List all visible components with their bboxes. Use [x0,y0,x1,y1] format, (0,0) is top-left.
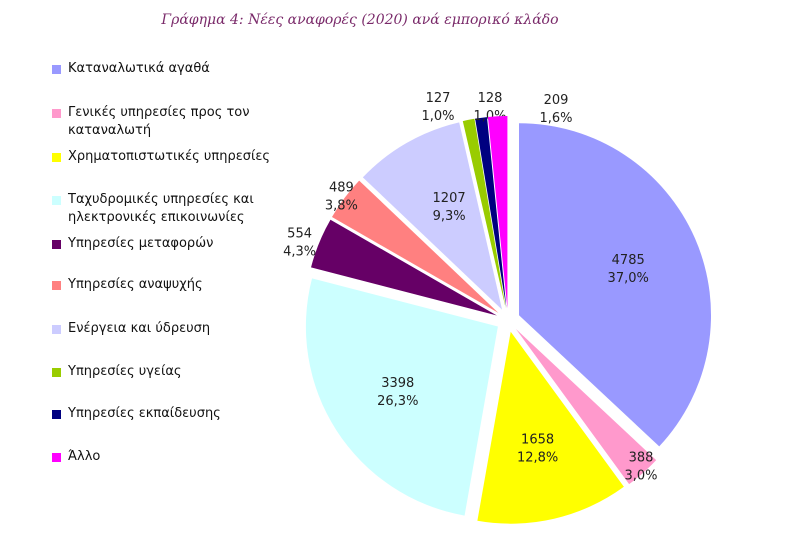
legend-label: Χρηματοπιστωτικές υπηρεσίες [68,149,271,164]
legend-label: Άλλο [68,449,101,464]
pie-slice [475,117,507,309]
legend-swatch [52,410,61,419]
slice-percent-label: 9,3% [433,209,466,224]
slice-value-label: 127 [426,91,451,106]
slice-value-label: 554 [287,226,312,241]
legend-item: Υπηρεσίες εκπαίδευσης [52,405,302,423]
pie-slice [331,180,499,313]
legend-swatch [52,453,61,462]
legend-item: Υπηρεσίες υγείας [52,363,302,381]
pie-slice [305,278,498,516]
slice-percent-label: 3,8% [325,199,358,214]
slice-percent-label: 1,6% [539,111,572,126]
legend-label: Ταχυδρομικές υπηρεσίες και ηλεκτρονικές … [68,192,254,225]
slice-percent-label: 1,0% [421,109,454,124]
legend-swatch [52,325,61,334]
slice-percent-label: 12,8% [517,451,558,466]
slice-value-label: 3398 [381,376,414,391]
slice-value-label: 209 [544,93,569,108]
legend-label: Γενικές υπηρεσίες προς τον καταναλωτή [68,105,250,138]
legend-item: Υπηρεσίες μεταφορών [52,235,302,253]
pie-slice [519,123,712,447]
legend-swatch [52,196,61,205]
legend-label: Υπηρεσίες εκπαίδευσης [68,406,221,421]
legend-swatch [52,240,61,249]
slice-percent-label: 26,3% [377,394,418,409]
legend-swatch [52,109,61,118]
slice-percent-label: 3,0% [625,468,658,483]
legend-item: Γενικές υπηρεσίες προς τον καταναλωτή [52,104,302,140]
legend-label: Ενέργεια και ύδρευση [68,321,211,336]
legend-item: Ενέργεια και ύδρευση [52,320,302,338]
legend-label: Υπηρεσίες αναψυχής [68,277,203,292]
slice-percent-label: 37,0% [608,271,649,286]
legend-item: Καταναλωτικά αγαθά [52,60,302,78]
legend-item: Ταχυδρομικές υπηρεσίες και ηλεκτρονικές … [52,191,302,227]
slice-value-label: 4785 [612,253,645,268]
legend-swatch [52,368,61,377]
legend-swatch [52,153,61,162]
chart-title: Γράφημα 4: Νέες αναφορές (2020) ανά εμπο… [161,12,559,28]
legend-item: Χρηματοπιστωτικές υπηρεσίες [52,148,302,166]
slice-value-label: 489 [329,181,354,196]
legend-swatch [52,65,61,74]
pie-slice [362,122,503,310]
slice-value-label: 388 [629,450,654,465]
slice-percent-label: 4,3% [283,244,316,259]
legend-item: Άλλο [52,448,302,466]
pie-slice [487,116,508,309]
legend-item: Υπηρεσίες αναψυχής [52,276,302,294]
legend-label: Υπηρεσίες υγείας [68,364,182,379]
pie-slice [477,331,624,524]
pie-slice [515,328,657,485]
legend-swatch [52,281,61,290]
slice-value-label: 128 [478,91,503,106]
legend-label: Καταναλωτικά αγαθά [68,61,210,76]
pie-slice [462,118,506,309]
slice-value-label: 1658 [521,433,554,448]
legend-label: Υπηρεσίες μεταφορών [68,236,214,251]
pie-slice [311,219,497,316]
slice-value-label: 1207 [433,191,466,206]
